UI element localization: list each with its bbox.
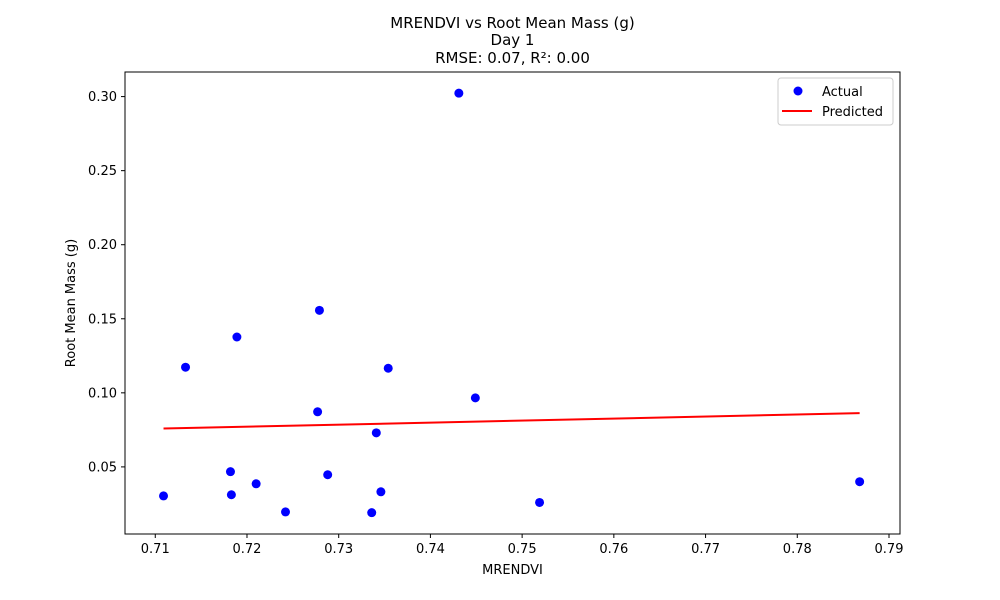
chart-title: MRENDVI vs Root Mean Mass (g) [390, 14, 635, 32]
legend-box [777, 77, 894, 126]
legend-marker-actual [793, 86, 803, 96]
x-tick-label: 0.75 [508, 542, 537, 557]
chart-subtitle: Day 1 [490, 31, 535, 49]
data-point-actual [323, 470, 333, 480]
data-point-actual [855, 477, 865, 487]
legend: Actual Predicted [777, 77, 894, 126]
x-tick-label: 0.73 [324, 542, 353, 557]
data-point-actual [232, 332, 242, 342]
data-point-actual [181, 362, 191, 372]
data-point-actual [225, 467, 235, 477]
x-tick-label: 0.79 [875, 542, 904, 557]
y-tick-label: 0.25 [88, 164, 117, 179]
data-point-actual [159, 491, 169, 501]
x-tick-label: 0.72 [233, 542, 262, 557]
y-tick-label: 0.05 [88, 460, 117, 475]
data-point-actual [454, 88, 464, 98]
predicted-line [163, 412, 860, 430]
chart-metrics: RMSE: 0.07, R²: 0.00 [435, 49, 590, 67]
data-point-actual [313, 407, 323, 417]
y-tick-label: 0.20 [88, 238, 117, 253]
legend-label-actual: Actual [822, 85, 863, 100]
data-point-actual [383, 363, 393, 373]
data-point-actual [251, 479, 261, 489]
data-point-actual [314, 305, 324, 315]
x-tick-label: 0.78 [783, 542, 812, 557]
plot-data [159, 88, 865, 518]
data-point-actual [226, 490, 236, 500]
data-point-actual [535, 497, 545, 507]
axis-ticks: 0.71 0.72 0.73 0.74 0.75 0.76 0.77 0.78 0.79 0.05… [88, 90, 903, 557]
data-point-actual [367, 508, 377, 518]
plot-frame [124, 71, 901, 535]
x-tick-label: 0.74 [416, 542, 445, 557]
data-point-actual [376, 487, 386, 497]
data-point-actual [470, 393, 480, 403]
x-axis-label: MRENDVI [482, 563, 543, 578]
data-point-actual [371, 428, 381, 438]
y-tick-label: 0.30 [88, 90, 117, 105]
legend-label-predicted: Predicted [822, 105, 883, 120]
y-axis-label: Root Mean Mass (g) [64, 239, 79, 367]
x-tick-label: 0.77 [691, 542, 720, 557]
y-tick-label: 0.10 [88, 386, 117, 401]
y-tick-label: 0.15 [88, 312, 117, 327]
data-point-actual [281, 507, 291, 517]
x-tick-label: 0.76 [599, 542, 628, 557]
x-tick-label: 0.71 [141, 542, 170, 557]
